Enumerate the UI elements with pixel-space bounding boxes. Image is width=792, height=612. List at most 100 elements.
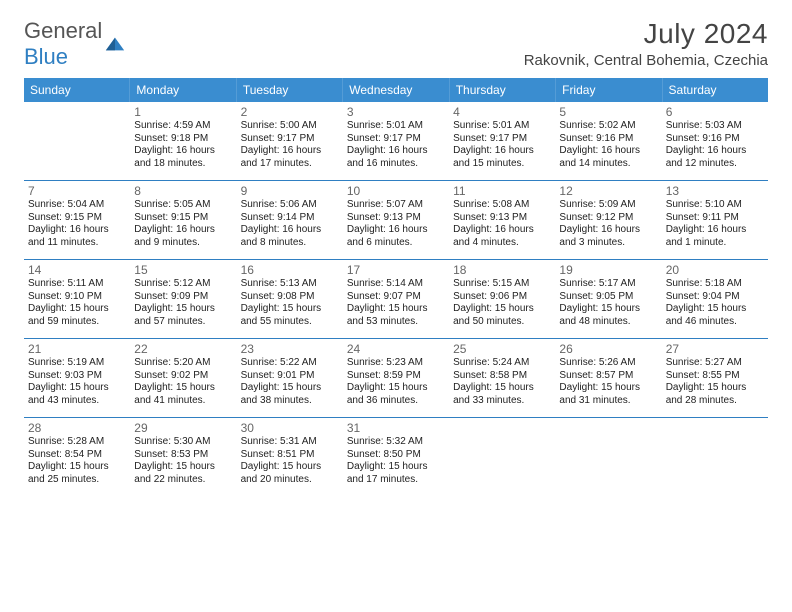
cell-line-sunset: Sunset: 8:58 PM xyxy=(453,370,551,383)
cell-line-day2: and 17 minutes. xyxy=(241,158,339,171)
day-number: 5 xyxy=(559,105,657,119)
cell-line-sunrise: Sunrise: 5:17 AM xyxy=(559,278,657,291)
cell-line-day1: Daylight: 15 hours xyxy=(241,461,339,474)
calendar-cell: 29Sunrise: 5:30 AMSunset: 8:53 PMDayligh… xyxy=(130,418,236,496)
day-number: 27 xyxy=(666,342,764,356)
cell-line-day2: and 15 minutes. xyxy=(453,158,551,171)
weeks-container: 1Sunrise: 4:59 AMSunset: 9:18 PMDaylight… xyxy=(24,102,768,496)
cell-line-day2: and 55 minutes. xyxy=(241,316,339,329)
day-number: 21 xyxy=(28,342,126,356)
cell-line-day2: and 38 minutes. xyxy=(241,395,339,408)
cell-line-day1: Daylight: 15 hours xyxy=(134,382,232,395)
cell-line-sunrise: Sunrise: 5:12 AM xyxy=(134,278,232,291)
cell-line-day1: Daylight: 15 hours xyxy=(134,461,232,474)
cell-line-sunset: Sunset: 9:06 PM xyxy=(453,291,551,304)
calendar-cell: 12Sunrise: 5:09 AMSunset: 9:12 PMDayligh… xyxy=(555,181,661,259)
cell-line-sunset: Sunset: 9:16 PM xyxy=(559,133,657,146)
header: General Blue July 2024 Rakovnik, Central… xyxy=(24,18,768,70)
cell-line-sunset: Sunset: 9:02 PM xyxy=(134,370,232,383)
cell-line-sunrise: Sunrise: 5:20 AM xyxy=(134,357,232,370)
cell-line-sunset: Sunset: 9:17 PM xyxy=(453,133,551,146)
day-of-week-header: Wednesday xyxy=(343,78,449,102)
cell-line-sunrise: Sunrise: 5:00 AM xyxy=(241,120,339,133)
calendar-cell xyxy=(24,102,130,180)
cell-line-sunrise: Sunrise: 5:01 AM xyxy=(453,120,551,133)
cell-line-sunrise: Sunrise: 5:01 AM xyxy=(347,120,445,133)
cell-line-sunrise: Sunrise: 5:31 AM xyxy=(241,436,339,449)
cell-line-sunset: Sunset: 9:18 PM xyxy=(134,133,232,146)
day-number: 23 xyxy=(241,342,339,356)
calendar-cell: 21Sunrise: 5:19 AMSunset: 9:03 PMDayligh… xyxy=(24,339,130,417)
cell-line-day1: Daylight: 16 hours xyxy=(134,224,232,237)
calendar-cell: 5Sunrise: 5:02 AMSunset: 9:16 PMDaylight… xyxy=(555,102,661,180)
cell-line-day1: Daylight: 15 hours xyxy=(559,303,657,316)
cell-line-day2: and 46 minutes. xyxy=(666,316,764,329)
cell-line-day1: Daylight: 16 hours xyxy=(241,145,339,158)
day-of-week-header: Monday xyxy=(130,78,236,102)
cell-line-sunrise: Sunrise: 5:15 AM xyxy=(453,278,551,291)
calendar-cell: 28Sunrise: 5:28 AMSunset: 8:54 PMDayligh… xyxy=(24,418,130,496)
calendar-cell xyxy=(662,418,768,496)
calendar-cell: 20Sunrise: 5:18 AMSunset: 9:04 PMDayligh… xyxy=(662,260,768,338)
cell-line-day2: and 53 minutes. xyxy=(347,316,445,329)
cell-line-day2: and 17 minutes. xyxy=(347,474,445,487)
calendar-cell: 13Sunrise: 5:10 AMSunset: 9:11 PMDayligh… xyxy=(662,181,768,259)
cell-line-sunrise: Sunrise: 5:09 AM xyxy=(559,199,657,212)
cell-line-day1: Daylight: 15 hours xyxy=(453,303,551,316)
calendar-cell: 3Sunrise: 5:01 AMSunset: 9:17 PMDaylight… xyxy=(343,102,449,180)
day-number: 2 xyxy=(241,105,339,119)
day-number: 28 xyxy=(28,421,126,435)
day-number: 12 xyxy=(559,184,657,198)
cell-line-day2: and 16 minutes. xyxy=(347,158,445,171)
cell-line-day1: Daylight: 16 hours xyxy=(666,145,764,158)
cell-line-day2: and 8 minutes. xyxy=(241,237,339,250)
cell-line-day1: Daylight: 16 hours xyxy=(241,224,339,237)
calendar-cell: 11Sunrise: 5:08 AMSunset: 9:13 PMDayligh… xyxy=(449,181,555,259)
cell-line-sunrise: Sunrise: 5:02 AM xyxy=(559,120,657,133)
logo-word2: Blue xyxy=(24,44,68,69)
cell-line-sunset: Sunset: 9:03 PM xyxy=(28,370,126,383)
calendar-week: 21Sunrise: 5:19 AMSunset: 9:03 PMDayligh… xyxy=(24,339,768,418)
cell-line-day2: and 3 minutes. xyxy=(559,237,657,250)
cell-line-sunset: Sunset: 8:50 PM xyxy=(347,449,445,462)
cell-line-sunrise: Sunrise: 5:06 AM xyxy=(241,199,339,212)
day-number: 16 xyxy=(241,263,339,277)
cell-line-day1: Daylight: 16 hours xyxy=(559,224,657,237)
title-block: July 2024 Rakovnik, Central Bohemia, Cze… xyxy=(524,18,768,69)
cell-line-day2: and 18 minutes. xyxy=(134,158,232,171)
calendar-cell: 10Sunrise: 5:07 AMSunset: 9:13 PMDayligh… xyxy=(343,181,449,259)
cell-line-sunset: Sunset: 8:55 PM xyxy=(666,370,764,383)
cell-line-sunset: Sunset: 9:05 PM xyxy=(559,291,657,304)
cell-line-sunset: Sunset: 9:11 PM xyxy=(666,212,764,225)
calendar: SundayMondayTuesdayWednesdayThursdayFrid… xyxy=(24,78,768,496)
day-number: 30 xyxy=(241,421,339,435)
calendar-cell: 6Sunrise: 5:03 AMSunset: 9:16 PMDaylight… xyxy=(662,102,768,180)
calendar-cell: 26Sunrise: 5:26 AMSunset: 8:57 PMDayligh… xyxy=(555,339,661,417)
cell-line-day2: and 11 minutes. xyxy=(28,237,126,250)
day-of-week-header: Friday xyxy=(556,78,662,102)
cell-line-sunrise: Sunrise: 5:05 AM xyxy=(134,199,232,212)
cell-line-sunrise: Sunrise: 5:10 AM xyxy=(666,199,764,212)
calendar-cell: 30Sunrise: 5:31 AMSunset: 8:51 PMDayligh… xyxy=(237,418,343,496)
cell-line-sunrise: Sunrise: 5:07 AM xyxy=(347,199,445,212)
calendar-cell: 31Sunrise: 5:32 AMSunset: 8:50 PMDayligh… xyxy=(343,418,449,496)
cell-line-day2: and 9 minutes. xyxy=(134,237,232,250)
day-of-week-header: Saturday xyxy=(663,78,768,102)
day-number: 9 xyxy=(241,184,339,198)
cell-line-sunset: Sunset: 9:04 PM xyxy=(666,291,764,304)
cell-line-sunrise: Sunrise: 5:08 AM xyxy=(453,199,551,212)
day-number: 20 xyxy=(666,263,764,277)
cell-line-sunrise: Sunrise: 5:14 AM xyxy=(347,278,445,291)
cell-line-sunrise: Sunrise: 5:28 AM xyxy=(28,436,126,449)
cell-line-sunrise: Sunrise: 5:04 AM xyxy=(28,199,126,212)
cell-line-sunset: Sunset: 9:14 PM xyxy=(241,212,339,225)
day-number: 25 xyxy=(453,342,551,356)
cell-line-sunset: Sunset: 9:17 PM xyxy=(241,133,339,146)
cell-line-day1: Daylight: 16 hours xyxy=(453,145,551,158)
page-title: July 2024 xyxy=(524,18,768,50)
cell-line-sunrise: Sunrise: 5:23 AM xyxy=(347,357,445,370)
cell-line-day2: and 48 minutes. xyxy=(559,316,657,329)
cell-line-sunset: Sunset: 9:09 PM xyxy=(134,291,232,304)
cell-line-sunrise: Sunrise: 5:26 AM xyxy=(559,357,657,370)
cell-line-day2: and 31 minutes. xyxy=(559,395,657,408)
